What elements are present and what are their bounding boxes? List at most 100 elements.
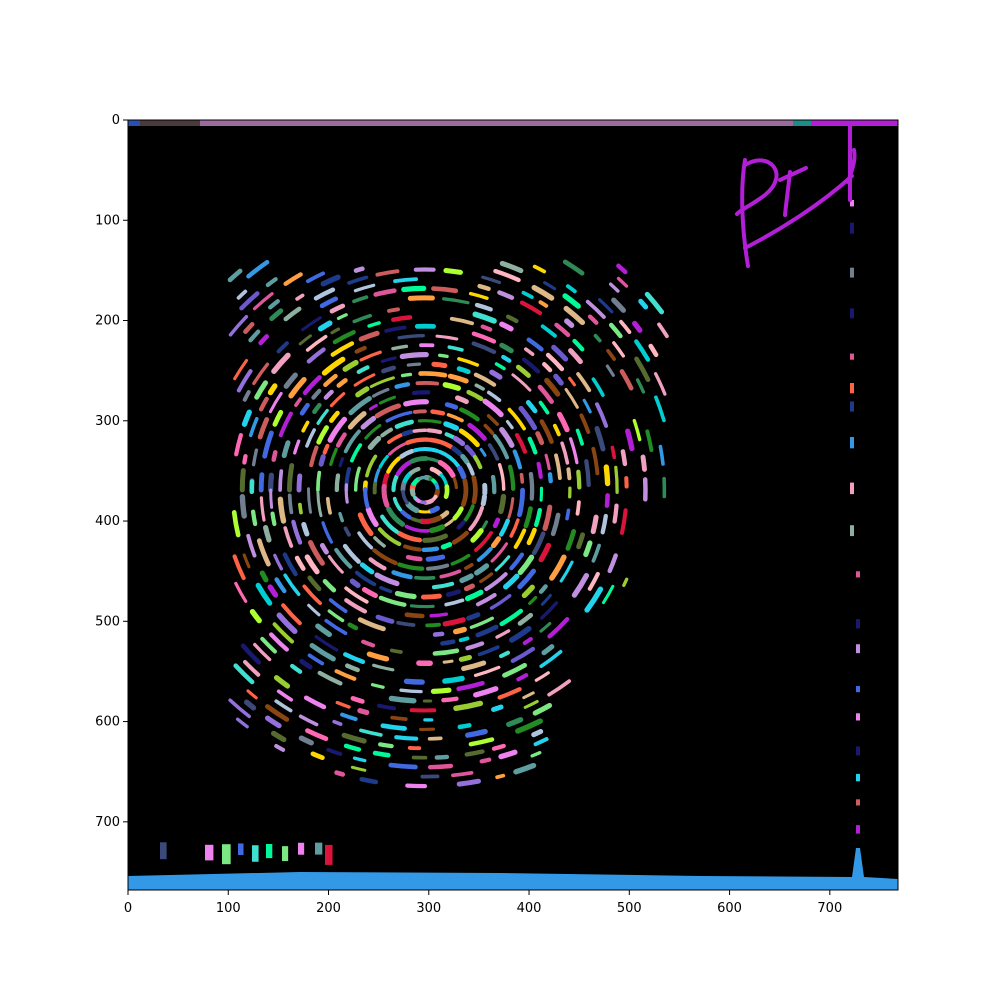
ridge-segment — [392, 496, 403, 512]
ridge-segment — [294, 397, 302, 408]
labeled-fingerprint-image — [128, 120, 898, 890]
ridge-segment — [298, 502, 303, 515]
edge-mark — [850, 200, 854, 207]
ridge-segment — [492, 434, 509, 460]
ridge-segment — [251, 448, 259, 467]
ridge-segment — [458, 654, 472, 662]
ridge-segment — [388, 695, 417, 704]
ridge-segment — [257, 417, 270, 440]
ridge-segment — [384, 325, 407, 333]
ridge-segment — [248, 329, 261, 343]
ridge-segment — [549, 554, 567, 581]
ridge-segment — [283, 272, 303, 286]
ridge-segment — [603, 464, 611, 487]
ridge-segment — [276, 689, 294, 702]
right-edge-marks — [850, 200, 860, 834]
ridge-segment — [517, 554, 535, 575]
ridge-segment — [614, 465, 619, 494]
ridge-segment — [347, 622, 359, 631]
ridge-segment — [260, 636, 277, 654]
ridge-segment — [451, 446, 463, 457]
ridge-segment — [380, 723, 407, 731]
ridge-segment — [444, 519, 454, 527]
ridge-segment — [316, 470, 322, 492]
ridge-segment — [459, 573, 474, 584]
ridge-segment — [407, 295, 435, 301]
ridge-segment — [350, 696, 365, 704]
edge-mark — [856, 773, 860, 782]
ridge-segment — [236, 369, 253, 393]
ridge-segment — [497, 687, 522, 700]
ridge-segment — [499, 342, 514, 354]
ridge-segment — [381, 365, 396, 374]
ridge-segment — [252, 362, 270, 386]
ridge-segment — [490, 474, 497, 495]
ridge-segment — [491, 743, 506, 751]
ridge-segment — [341, 732, 367, 744]
ridge-segment — [274, 577, 287, 594]
ridge-segment — [554, 453, 562, 481]
ridge-segment — [464, 563, 474, 570]
ridge-segment — [352, 295, 369, 304]
ridge-segment — [501, 354, 512, 363]
ridge-segment — [253, 642, 272, 662]
ridge-segment — [452, 476, 459, 490]
x-tick-label: 600 — [717, 901, 742, 916]
ridge-segment — [378, 395, 396, 405]
ridge-segment — [359, 562, 375, 575]
ridge-segment — [311, 388, 322, 400]
ridge-segment — [509, 518, 520, 538]
ridge-segment — [449, 316, 474, 326]
ridge-segment — [340, 712, 358, 722]
ridge-segment — [272, 622, 294, 644]
ridge-segment — [540, 324, 557, 338]
ridge-segment — [375, 614, 395, 624]
ridge-segment — [465, 641, 485, 651]
ridge-segment — [464, 749, 485, 757]
ridge-segment — [466, 462, 475, 476]
ridge-segment — [335, 432, 347, 448]
ridge-segment — [389, 648, 403, 654]
ridge-segment — [380, 356, 397, 363]
ridge-segment — [317, 670, 343, 686]
ridge-segment — [399, 448, 415, 459]
ridge-segment — [290, 663, 303, 674]
ridge-segment — [535, 431, 545, 446]
ridge-segment — [327, 416, 348, 443]
ridge-segment — [445, 589, 461, 597]
ridge-segment — [420, 593, 442, 600]
ridge-segment — [609, 282, 620, 293]
ridge-segment — [336, 313, 348, 321]
ridge-segment — [239, 468, 246, 493]
ridge-segment — [575, 500, 581, 516]
ridge-segment — [293, 439, 301, 455]
ridge-segment — [327, 609, 345, 623]
ridge-segment — [396, 620, 416, 627]
y-tick-label: 600 — [95, 715, 120, 730]
ridge-segment — [307, 575, 322, 592]
ridge-segment — [475, 624, 499, 638]
ridge-segment — [425, 554, 446, 562]
ridge-segment — [265, 277, 278, 288]
ridge-segment — [353, 373, 376, 387]
ridge-segment — [540, 601, 559, 620]
ridge-segment — [332, 330, 356, 345]
ridge-segment — [372, 548, 398, 566]
ridge-segment — [451, 771, 474, 778]
ridge-segment — [322, 443, 330, 455]
ridge-segment — [522, 691, 535, 700]
ridge-segment — [296, 473, 303, 493]
ridge-segment — [545, 352, 565, 372]
ridge-segment — [540, 593, 552, 606]
ridge-segment — [259, 496, 266, 522]
ridge-segment — [342, 359, 359, 372]
ridge-segment — [428, 524, 446, 534]
ridge-segment — [532, 264, 547, 274]
ridge-segment — [476, 546, 493, 562]
ridge-segment — [435, 334, 459, 341]
ridge-segment — [565, 284, 577, 294]
ridge-segment — [246, 259, 270, 279]
ridge-segment — [582, 398, 592, 414]
ridge-segment — [450, 553, 471, 566]
ridge-segment — [406, 362, 422, 367]
